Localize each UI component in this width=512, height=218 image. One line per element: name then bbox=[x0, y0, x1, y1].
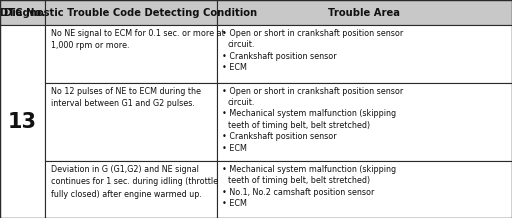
Bar bbox=[217, 25, 512, 83]
Bar bbox=[217, 83, 512, 161]
Text: Trouble Area: Trouble Area bbox=[328, 8, 400, 17]
Bar bbox=[217, 161, 512, 218]
Text: circuit.: circuit. bbox=[228, 40, 255, 49]
Text: • Open or short in crankshaft position sensor: • Open or short in crankshaft position s… bbox=[222, 29, 403, 38]
Text: No 12 pulses of NE to ECM during the
interval between G1 and G2 pulses.: No 12 pulses of NE to ECM during the int… bbox=[51, 87, 201, 108]
Text: No NE signal to ECM for 0.1 sec. or more at
1,000 rpm or more.: No NE signal to ECM for 0.1 sec. or more… bbox=[51, 29, 225, 50]
Text: • ECM: • ECM bbox=[222, 63, 247, 72]
Text: DTC No.: DTC No. bbox=[0, 8, 45, 17]
Bar bbox=[217, 0, 512, 25]
Text: Diagnostic Trouble Code Detecting Condition: Diagnostic Trouble Code Detecting Condit… bbox=[4, 8, 258, 17]
Bar bbox=[45, 25, 217, 83]
Text: • Mechanical system malfunction (skipping: • Mechanical system malfunction (skippin… bbox=[222, 109, 396, 118]
Bar bbox=[45, 83, 217, 161]
Text: • No.1, No.2 camshaft position sensor: • No.1, No.2 camshaft position sensor bbox=[222, 188, 374, 197]
Text: • Open or short in crankshaft position sensor: • Open or short in crankshaft position s… bbox=[222, 87, 403, 96]
Bar bbox=[0, 0, 45, 25]
Text: teeth of timing belt, belt stretched): teeth of timing belt, belt stretched) bbox=[228, 176, 370, 185]
Bar bbox=[45, 161, 217, 218]
Text: • Mechanical system malfunction (skipping: • Mechanical system malfunction (skippin… bbox=[222, 165, 396, 174]
Text: • Crankshaft position sensor: • Crankshaft position sensor bbox=[222, 52, 336, 61]
Text: 13: 13 bbox=[8, 112, 37, 131]
Text: Deviation in G (G1,G2) and NE signal
continues for 1 sec. during idling (throttl: Deviation in G (G1,G2) and NE signal con… bbox=[51, 165, 218, 199]
Text: circuit.: circuit. bbox=[228, 98, 255, 107]
Bar bbox=[45, 0, 217, 25]
Bar bbox=[0, 25, 45, 218]
Text: • Crankshaft position sensor: • Crankshaft position sensor bbox=[222, 132, 336, 141]
Text: • ECM: • ECM bbox=[222, 144, 247, 153]
Text: teeth of timing belt, belt stretched): teeth of timing belt, belt stretched) bbox=[228, 121, 370, 129]
Text: • ECM: • ECM bbox=[222, 199, 247, 208]
